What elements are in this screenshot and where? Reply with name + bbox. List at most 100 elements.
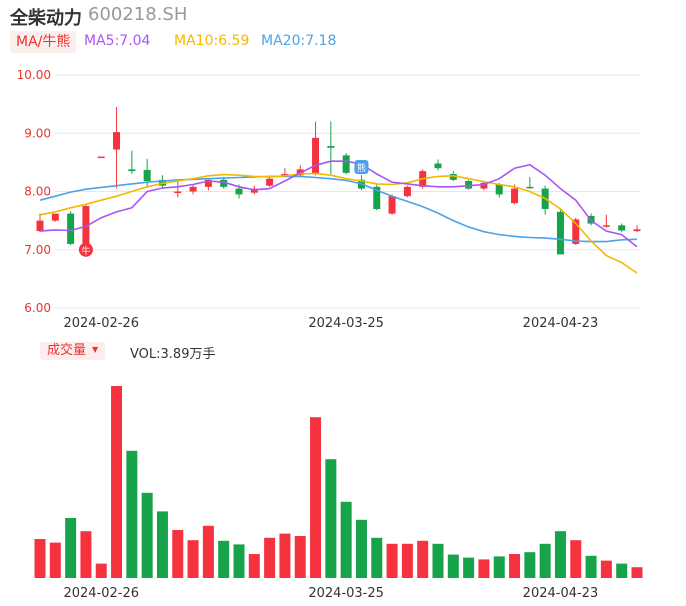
volume-x-tick-label: 2024-04-23 <box>523 586 599 601</box>
volume-bar <box>401 543 413 578</box>
candle-body <box>572 219 580 244</box>
candle-body <box>602 225 610 227</box>
ma20-line <box>39 175 638 243</box>
volume-bar <box>616 563 628 578</box>
candle-body <box>495 184 503 195</box>
ma10-line <box>39 172 638 274</box>
candle-body <box>465 181 473 189</box>
x-tick-label: 2024-04-23 <box>523 316 599 330</box>
volume-bar <box>386 543 398 578</box>
volume-bar <box>65 518 77 578</box>
volume-bar <box>463 557 475 578</box>
x-tick-label: 2024-03-25 <box>308 316 384 330</box>
bull-marker-icon <box>78 242 93 257</box>
candle-body <box>36 220 44 232</box>
candle-body <box>235 188 243 195</box>
candle-body <box>128 169 136 172</box>
candle-body <box>480 182 488 189</box>
volume-bar <box>80 531 92 578</box>
price-chart: 10.00 9.00 8.00 7.00 6.00 2024-02-26 2024-03-2… <box>17 68 641 330</box>
volume-bar <box>585 555 597 578</box>
x-tick-label: 2024-02-26 <box>63 316 139 330</box>
volume-bar <box>187 540 199 578</box>
bear-marker-label: 熊 <box>357 162 366 174</box>
candle-body <box>526 186 534 189</box>
candle-body <box>373 186 381 209</box>
volume-bar <box>156 511 168 578</box>
volume-bar <box>417 540 429 578</box>
volume-bar <box>141 492 153 578</box>
volume-indicator-tab[interactable]: 成交量 ▼ <box>40 342 106 360</box>
candle-body <box>342 155 350 173</box>
candle-body <box>388 196 396 214</box>
volume-bar <box>554 531 566 578</box>
candle-body <box>51 213 59 221</box>
candle-body <box>556 211 564 255</box>
volume-readout: VOL:3.89万手 <box>130 347 216 362</box>
candle-body <box>434 163 442 169</box>
volume-bar <box>294 536 306 578</box>
candle-body <box>174 191 182 193</box>
volume-bar <box>34 539 46 578</box>
candle-body <box>511 188 519 204</box>
ma5-line <box>39 160 638 248</box>
candle-body <box>204 179 212 187</box>
volume-bar <box>172 530 184 578</box>
caret-down-icon: ▼ <box>92 345 99 354</box>
volume-bar <box>126 450 138 578</box>
volume-bar <box>539 543 551 578</box>
bear-marker-icon <box>354 160 369 175</box>
y-tick-label: 9.00 <box>24 126 51 140</box>
ma-indicator-tab[interactable]: MA/牛熊 <box>10 31 77 53</box>
candle-body <box>266 178 274 186</box>
candle-body <box>281 174 289 176</box>
candle-body <box>189 186 197 192</box>
volume-bar <box>111 386 123 578</box>
volume-bar <box>524 552 536 578</box>
candle-body <box>250 188 258 193</box>
candle-body <box>143 169 151 182</box>
volume-bar <box>371 537 383 578</box>
candle-body <box>97 156 105 159</box>
ma5-legend: MA5:7.04 <box>84 33 151 49</box>
candle-body <box>449 174 457 180</box>
bull-marker-label: 牛 <box>81 245 90 257</box>
volume-bar <box>233 544 245 578</box>
ma10-legend: MA10:6.59 <box>174 33 250 49</box>
candle-body <box>618 225 626 231</box>
volume-chart: 2024-02-26 2024-03-25 2024-04-23 <box>34 386 643 601</box>
stock-name: 全柴动力 <box>10 8 82 29</box>
candle-body <box>327 146 335 148</box>
volume-bar <box>202 525 214 578</box>
candle-body <box>312 137 320 175</box>
volume-bar <box>218 540 230 578</box>
volume-bar <box>248 554 260 578</box>
volume-x-tick-label: 2024-02-26 <box>63 586 139 601</box>
ma20-legend: MA20:7.18 <box>261 33 337 49</box>
volume-bar <box>355 519 367 578</box>
volume-bar <box>340 501 352 578</box>
y-tick-label: 6.00 <box>24 301 51 315</box>
candle-body <box>633 229 641 232</box>
volume-bar <box>493 556 505 578</box>
stock-code: 600218.SH <box>88 4 188 25</box>
y-tick-label: 8.00 <box>24 185 51 199</box>
y-tick-label: 10.00 <box>17 68 51 82</box>
volume-bar <box>570 540 582 578</box>
volume-bar <box>631 567 643 578</box>
volume-bar <box>432 543 444 578</box>
volume-bar <box>600 560 612 578</box>
candle-body <box>403 186 411 197</box>
volume-bar <box>279 533 291 578</box>
volume-x-tick-label: 2024-03-25 <box>308 586 384 601</box>
volume-bar <box>478 559 490 578</box>
volume-bar <box>447 554 459 578</box>
candle-body <box>220 179 228 187</box>
y-tick-label: 7.00 <box>24 243 51 257</box>
candle-body <box>67 213 75 244</box>
volume-bar <box>310 417 322 578</box>
candle-body <box>82 206 90 244</box>
volume-bar <box>95 563 107 578</box>
volume-bar <box>49 542 61 578</box>
volume-bar <box>325 459 337 578</box>
